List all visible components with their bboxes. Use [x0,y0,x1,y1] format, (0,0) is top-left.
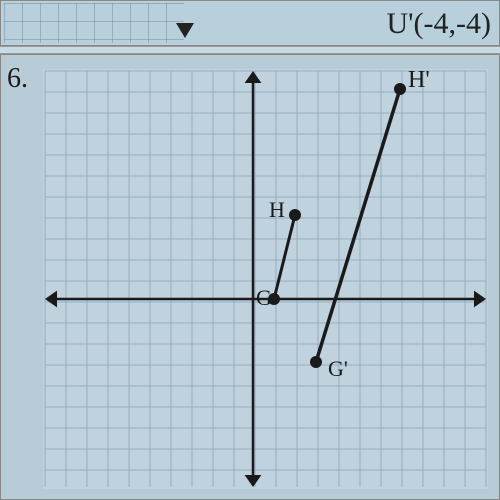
problem-number: 6. [7,63,28,95]
svg-text:G: G [256,285,272,310]
coordinate-graph: G H G' H' [43,69,488,489]
svg-text:G': G' [328,356,348,381]
mini-grid [4,3,184,43]
top-coord-label: U'(-4,-4) [386,7,491,41]
divider [0,46,500,54]
mini-arrow-down [176,23,194,38]
svg-text:H: H [269,197,285,222]
main-area: 6. G H G' H' [0,54,500,500]
graph-svg: G H G' H' [43,69,488,489]
svg-text:H': H' [408,69,430,93]
top-strip: U'(-4,-4) [0,0,500,46]
